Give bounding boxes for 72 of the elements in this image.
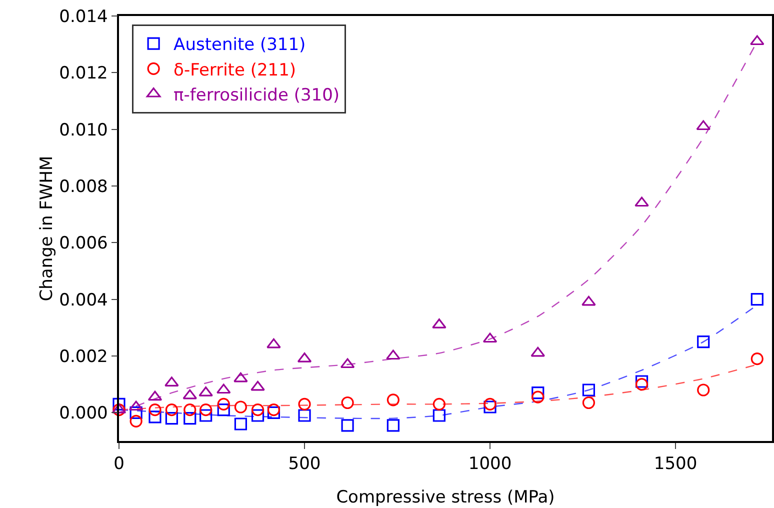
point [112,398,126,410]
point [432,398,446,410]
point [582,396,596,410]
point [298,409,311,422]
point [482,332,498,343]
x-tick-label: 1000 [468,454,512,474]
x-tick-label: 500 [288,454,321,474]
point [165,412,178,425]
point [696,120,711,130]
point [750,293,764,306]
y-tick-label: 0.004 [59,290,108,310]
y-tick-label: 0.002 [59,346,108,367]
point [634,196,649,207]
point [750,35,764,46]
point [386,350,400,360]
point [750,352,764,366]
point [341,396,354,410]
point [184,404,196,416]
x-tick-label: 0 [114,454,124,474]
x-tick-label: 1500 [654,454,698,474]
point [165,404,178,416]
point [697,336,710,348]
point [128,400,144,411]
point [234,400,247,414]
point [386,419,400,432]
point [635,378,648,391]
point [148,390,162,401]
point [200,409,212,422]
point [217,398,230,410]
point [216,384,231,394]
point [217,404,230,416]
point [298,398,311,410]
point [148,410,162,424]
legend-label: δ-Ferrite (211) [174,60,296,80]
point [234,372,248,382]
point [386,394,400,406]
point [250,380,265,391]
point [635,375,648,388]
point [697,384,710,396]
point [130,406,142,419]
point [582,384,596,396]
point [267,404,280,416]
point [532,390,544,404]
y-tick-label: 0.006 [59,234,108,254]
point [432,409,446,422]
y-tick-label: 0.000 [59,404,108,424]
y-axis-title: Change in FWHM [37,156,58,302]
y-tick-label: 0.010 [59,120,108,140]
point [267,406,280,419]
y-tick-label: 0.008 [59,176,108,197]
legend-label: Austenite (311) [174,35,306,56]
point [112,404,126,416]
y-tick-label: 0.014 [59,6,108,27]
point [148,404,162,416]
point [484,398,496,410]
legend-label: π-ferrosilicide (310) [174,85,340,106]
point [530,346,546,357]
point [234,418,247,430]
point [582,296,596,306]
x-axis-title: Compressive stress (MPa) [336,488,555,508]
point [532,386,544,400]
point [130,414,142,428]
point [340,358,355,368]
point [182,389,198,400]
point [266,338,281,348]
point [251,404,264,416]
point [484,400,496,414]
point [341,419,354,432]
point [184,412,196,425]
y-tick-label: 0.012 [59,64,108,84]
point [251,409,264,422]
point [200,404,212,416]
